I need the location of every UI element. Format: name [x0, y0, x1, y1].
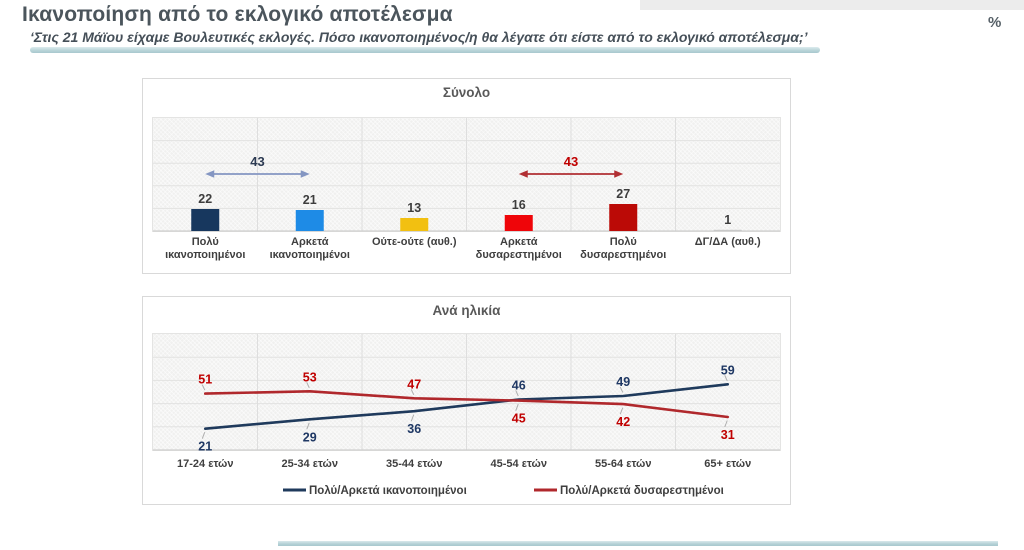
bar	[504, 215, 533, 231]
point-value-label: 53	[303, 370, 317, 384]
x-axis-label: 17-24 ετών	[177, 458, 233, 470]
x-axis-label: 45-54 ετών	[491, 458, 547, 470]
point-value-label: 49	[616, 375, 630, 389]
panel-age: Ανά ηλικία 17-24 ετών 25-34 ετών 35-44 ετώ…	[142, 296, 791, 505]
unit-symbol: %	[988, 14, 1002, 31]
category-label: Πολύ	[610, 236, 637, 248]
arrowhead-left-icon	[205, 170, 215, 178]
bar-value-label: 21	[303, 193, 317, 207]
survey-question-subtitle: ‘Στις 21 Μάϊου είχαμε Βουλευτικές εκλογέ…	[30, 29, 808, 45]
legend-label: Πολύ/Αρκετά δυσαρεστημένοι	[560, 485, 724, 497]
bar-value-label: 1	[724, 213, 731, 227]
x-axis-label: 55-64 ετών	[595, 458, 651, 470]
category-label: Αρκετά	[291, 236, 329, 248]
label-leader-line	[724, 375, 728, 381]
bar-chart-total: 22Πολύικανοποιημένοι21Αρκετάικανοποιημέν…	[153, 118, 780, 261]
label-leader-line	[515, 403, 519, 411]
bar	[295, 210, 324, 231]
category-label: ικανοποιημένοι	[270, 249, 350, 261]
label-leader-line	[410, 414, 415, 422]
series-line	[203, 383, 730, 430]
label-leader-line	[201, 384, 206, 391]
point-value-label: 45	[512, 412, 526, 426]
header-underline	[30, 47, 820, 53]
page-title: Ικανοποίηση από το εκλογικό αποτέλεσμα	[22, 3, 453, 26]
bar	[191, 209, 220, 231]
legend-label: Πολύ/Αρκετά ικανοποιημένοι	[309, 485, 467, 497]
bar-value-label: 13	[407, 201, 421, 215]
label-leader-line	[201, 431, 206, 439]
arrowhead-left-icon	[518, 170, 528, 178]
point-value-label: 46	[512, 378, 526, 392]
line-chart-age: 17-24 ετών 25-34 ετών 35-44 ετών 45-54 ετών…	[153, 334, 780, 497]
category-label: δυσαρεστημένοι	[580, 249, 666, 261]
label-leader-line	[619, 386, 624, 393]
bar	[609, 204, 638, 231]
panel-title-total: Σύνολο	[442, 85, 491, 100]
category-label: ΔΓ/ΔΑ (αυθ.)	[695, 236, 761, 248]
arrowhead-right-icon	[614, 170, 624, 178]
bar	[400, 218, 429, 231]
point-value-label: 36	[407, 422, 421, 436]
point-value-label: 51	[198, 373, 212, 387]
annotation-label: 43	[564, 154, 578, 169]
point-value-label: 42	[616, 415, 630, 429]
window-edge	[640, 0, 1024, 10]
point-value-label: 31	[721, 428, 735, 442]
label-leader-line	[410, 389, 415, 396]
series-line	[203, 390, 730, 419]
label-leader-line	[306, 422, 310, 430]
footer-divider	[278, 541, 998, 546]
bar-value-label: 22	[198, 192, 212, 206]
label-leader-line	[515, 390, 519, 397]
x-axis-label: 65+ ετών	[704, 458, 751, 470]
bar	[713, 229, 742, 231]
point-value-label: 29	[303, 430, 317, 444]
point-value-label: 59	[721, 363, 735, 377]
label-leader-line	[619, 407, 624, 415]
annotation-label: 43	[250, 154, 264, 169]
x-axis-label: 35-44 ετών	[386, 458, 442, 470]
arrowhead-right-icon	[300, 170, 310, 178]
bar-value-label: 16	[512, 198, 526, 212]
x-axis-label: 25-34 ετών	[282, 458, 338, 470]
category-label: Αρκετά	[500, 236, 538, 248]
category-label: Ούτε-ούτε (αυθ.)	[372, 236, 457, 248]
panel-title-age: Ανά ηλικία	[432, 303, 501, 318]
point-value-label: 47	[407, 377, 421, 391]
category-label: δυσαρεστημένοι	[476, 249, 562, 261]
point-value-label: 21	[198, 440, 212, 454]
label-leader-line	[724, 420, 728, 428]
category-label: Πολύ	[192, 236, 219, 248]
label-leader-line	[306, 382, 310, 389]
category-label: ικανοποιημένοι	[165, 249, 245, 261]
panel-total: Σύνολο 22 Πολύ ικανοποιημένοι 21 Αρκετά ικανο…	[142, 78, 791, 274]
bar-value-label: 27	[616, 187, 630, 201]
